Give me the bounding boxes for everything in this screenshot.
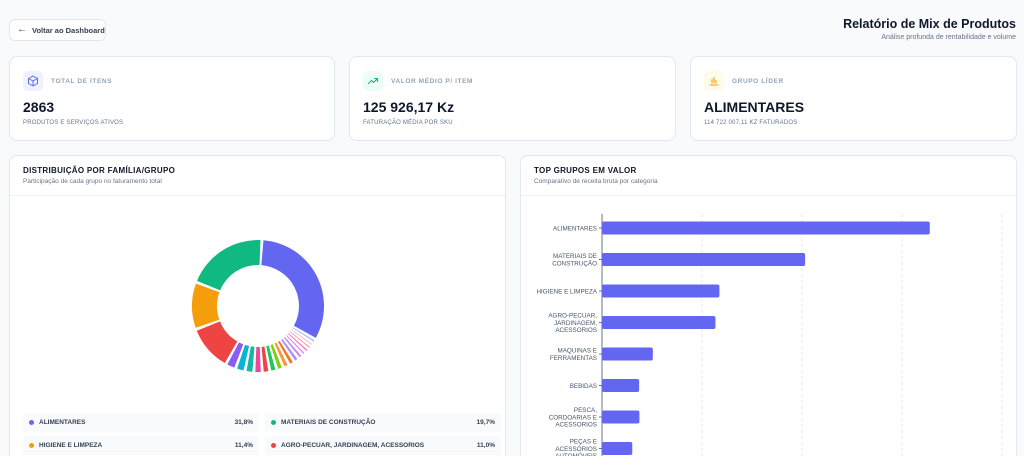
bar[interactable] [602, 442, 633, 455]
cube-icon [23, 71, 43, 91]
page-title: Relatório de Mix de Produtos [843, 17, 1016, 31]
tick-label: BEBIDAS [570, 383, 597, 390]
legend-item: AGRO-PECUAR, JARDINAGEM, ACESSORIOS 11,0… [265, 436, 501, 455]
bar[interactable] [602, 347, 653, 361]
top-groups-card: TOP GRUPOS EM VALOR Comparativo de recei… [520, 155, 1017, 456]
donut-slice[interactable] [196, 240, 261, 291]
kpi-label: TOTAL DE ITENS [51, 77, 113, 85]
tick-label: PEÇAS E [570, 439, 597, 446]
tick-label: ALIMENTARES [553, 225, 597, 232]
donut-slice[interactable] [274, 342, 288, 367]
distribution-card: DISTRIBUIÇÃO POR FAMÍLIA/GRUPO Participa… [9, 155, 506, 456]
tick-label: PESCA, [574, 407, 597, 414]
donut-chart [192, 240, 324, 372]
donut-slice[interactable] [266, 345, 276, 371]
legend-percent: 31,8% [234, 419, 253, 426]
kpi-value: 125 926,17 Kz [363, 99, 455, 115]
card-subtitle: Participação de cada grupo no faturament… [23, 178, 162, 185]
donut-slice[interactable] [255, 346, 261, 372]
kpi-description: PRODUTOS E SERVIÇOS ATIVOS [23, 120, 124, 126]
legend-dot [271, 420, 276, 425]
donut-slice[interactable] [237, 344, 250, 371]
card-title: TOP GRUPOS EM VALOR [534, 166, 637, 175]
kpi-value: ALIMENTARES [704, 99, 805, 115]
bar[interactable] [602, 221, 930, 235]
tick-label: HIGIENE E LIMPEZA [536, 288, 597, 295]
donut-slice[interactable] [291, 329, 313, 345]
card-header: TOP GRUPOS EM VALOR Comparativo de recei… [521, 156, 1016, 196]
trend-up-icon [363, 71, 383, 91]
card-subtitle: Comparativo de receita bruta por categor… [534, 178, 658, 185]
bar-chart-icon [704, 71, 724, 91]
legend-dot [29, 443, 34, 448]
legend-dot [29, 420, 34, 425]
legend-name: ALIMENTARES [39, 419, 86, 426]
kpi-label: VALOR MÉDIO P/ ITEM [391, 77, 474, 85]
tick-label: AGRO-PECUAR, [548, 313, 597, 320]
kpi-card-average-value: VALOR MÉDIO P/ ITEM 125 926,17 Kz FATURA… [349, 56, 676, 141]
legend-item: HIGIENE E LIMPEZA 11,4% [23, 436, 259, 455]
card-header: DISTRIBUIÇÃO POR FAMÍLIA/GRUPO Participa… [10, 156, 505, 196]
arrow-left-icon: ← [17, 24, 27, 35]
kpi-card-leader-group: GRUPO LÍDER ALIMENTARES 114 722 007,11 K… [690, 56, 1017, 141]
tick-label: ACESSÓRIOS [555, 444, 597, 453]
kpi-card-total-items: TOTAL DE ITENS 2863 PRODUTOS E SERVIÇOS … [9, 56, 335, 141]
back-to-dashboard-button[interactable]: ← Voltar ao Dashboard [9, 19, 106, 41]
bar[interactable] [602, 284, 720, 298]
donut-slice[interactable] [283, 336, 302, 358]
donut-slice[interactable] [261, 346, 269, 372]
tick-label: MATERIAIS DE [553, 253, 597, 260]
donut-slice[interactable] [278, 340, 293, 364]
donut-slice[interactable] [196, 321, 238, 364]
legend-item: MATERIAIS DE CONSTRUÇÃO 19,7% [265, 413, 501, 432]
back-button-label: Voltar ao Dashboard [32, 25, 105, 35]
donut-slice[interactable] [288, 333, 308, 351]
legend-item: ALIMENTARES 31,8% [23, 413, 259, 432]
donut-slice[interactable] [270, 344, 282, 369]
bar[interactable] [602, 379, 640, 392]
legend-percent: 19,7% [476, 419, 495, 426]
tick-label: ACESSORIOS [555, 422, 597, 429]
kpi-label: GRUPO LÍDER [732, 77, 784, 85]
bar[interactable] [602, 316, 716, 329]
legend-name: HIGIENE E LIMPEZA [39, 442, 103, 449]
tick-label: MAQUINAS E [557, 348, 597, 355]
kpi-description: FATURAÇÃO MÉDIA POR SKU [363, 120, 453, 126]
legend-percent: 11,4% [234, 442, 253, 449]
bar[interactable] [602, 410, 640, 424]
kpi-value: 2863 [23, 99, 55, 115]
donut-slice[interactable] [227, 342, 244, 368]
donut-slice[interactable] [292, 327, 315, 342]
donut-slice[interactable] [261, 240, 324, 338]
tick-label: JARDINAGEM, [554, 320, 597, 327]
donut-slice[interactable] [281, 338, 298, 361]
report-header: Relatório de Mix de Produtos Análise pro… [843, 17, 1016, 41]
legend-name: MATERIAIS DE CONSTRUÇÃO [281, 419, 376, 426]
bar[interactable] [602, 253, 806, 266]
tick-label: CONSTRUÇÃO [552, 258, 597, 267]
legend-percent: 11,0% [476, 442, 495, 449]
tick-label: CORDOARIAS E [549, 414, 597, 421]
page-subtitle: Análise profunda de rentabilidade e volu… [881, 34, 1016, 41]
card-title: DISTRIBUIÇÃO POR FAMÍLIA/GRUPO [23, 166, 176, 175]
donut-legend: ALIMENTARES 31,8% MATERIAIS DE CONSTRUÇÃ… [23, 413, 501, 455]
legend-dot [271, 443, 276, 448]
legend-name: AGRO-PECUAR, JARDINAGEM, ACESSORIOS [281, 442, 425, 449]
donut-slice[interactable] [289, 331, 310, 348]
donut-slice[interactable] [286, 335, 305, 354]
donut-slice[interactable] [246, 346, 255, 372]
kpi-description: 114 722 007,11 KZ FATURADOS [704, 120, 798, 126]
tick-label: ACESSORIOS [555, 327, 597, 334]
tick-label: FERRAMENTAS [550, 355, 597, 362]
donut-slice[interactable] [192, 283, 220, 328]
tick-label: AUTOMÓVEIS [555, 451, 597, 456]
